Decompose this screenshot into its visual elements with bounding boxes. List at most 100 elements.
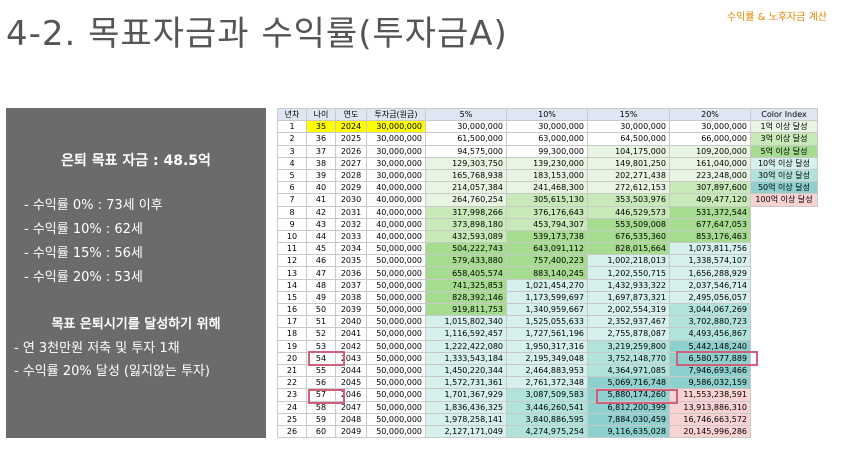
legend-empty-cell xyxy=(751,255,818,267)
table-row: 4 38 2027 30,000,000 129,303,750 139,230,000 1… xyxy=(277,156,818,170)
cell-principal: 50,000,000 xyxy=(366,339,426,353)
cell-age: 51 xyxy=(306,315,336,329)
cell-rate-5: 504,222,743 xyxy=(425,242,507,256)
cell-rate-20: 223,248,000 xyxy=(669,168,751,183)
cell-calendar-year: 2031 xyxy=(335,205,367,219)
cell-rate-20: 7,946,693,466 xyxy=(669,363,751,378)
cell-rate-5: 1,116,592,457 xyxy=(425,327,507,341)
cell-rate-10: 183,153,000 xyxy=(506,168,588,183)
cell-rate-20: 853,176,463 xyxy=(669,229,751,244)
page-subtitle: 수익률 & 노후자금 계산 xyxy=(726,12,827,23)
legend-empty-cell xyxy=(751,230,818,242)
legend-empty-cell xyxy=(751,316,818,328)
legend-empty-cell xyxy=(751,243,818,255)
table-row: 22 56 2045 50,000,000 1,572,731,361 2,761,372… xyxy=(277,376,818,390)
col-header-rate-20: 20% xyxy=(669,107,751,122)
col-header-calendar-year: 연도 xyxy=(335,107,367,122)
legend-empty-cell xyxy=(751,413,818,425)
cell-rate-5: 658,405,574 xyxy=(425,266,507,280)
cell-principal: 50,000,000 xyxy=(366,315,426,329)
cell-rate-20: 13,913,886,310 xyxy=(669,400,751,414)
table-row: 7 41 2030 40,000,000 264,760,254 305,615,130 3… xyxy=(277,193,818,207)
cell-rate-5: 1,450,220,344 xyxy=(425,363,507,378)
cell-calendar-year: 2030 xyxy=(335,193,367,207)
legend-empty-cell xyxy=(751,425,818,437)
cell-rate-20: 2,037,546,714 xyxy=(669,278,751,292)
cell-principal: 50,000,000 xyxy=(366,376,426,390)
table-row: 25 59 2048 50,000,000 1,978,258,141 3,840,886… xyxy=(277,412,818,426)
cell-rate-15: 3,219,259,800 xyxy=(587,339,670,353)
cell-year: 26 xyxy=(277,424,307,439)
cell-rate-15: 202,271,438 xyxy=(587,168,670,183)
cell-rate-5: 579,433,880 xyxy=(425,254,507,268)
cell-year: 9 xyxy=(277,217,307,231)
cell-rate-15: 353,503,976 xyxy=(587,193,670,207)
cell-rate-15: 2,352,937,467 xyxy=(587,315,670,329)
cell-rate-10: 1,525,055,633 xyxy=(506,315,588,329)
cell-rate-5: 317,998,266 xyxy=(425,205,507,219)
cell-calendar-year: 2036 xyxy=(335,266,367,280)
cell-principal: 40,000,000 xyxy=(366,229,426,244)
table-row: 20 54 2043 50,000,000 1,333,543,184 2,195,349… xyxy=(277,351,818,365)
cell-rate-10: 643,091,112 xyxy=(506,242,588,256)
cell-rate-10: 241,468,300 xyxy=(506,181,588,195)
table-row: 9 43 2032 40,000,000 373,898,180 453,794,307 5… xyxy=(277,217,818,231)
rate-line-0: - 수익률 0% : 73세 이후 xyxy=(24,198,163,213)
cell-rate-5: 1,015,802,340 xyxy=(425,315,507,329)
cell-calendar-year: 2027 xyxy=(335,156,367,170)
cell-year: 3 xyxy=(277,144,307,158)
cell-age: 49 xyxy=(306,290,336,305)
cell-rate-10: 1,950,317,316 xyxy=(506,339,588,353)
cell-rate-20: 307,897,600 xyxy=(669,181,751,195)
cell-principal: 50,000,000 xyxy=(366,327,426,341)
cell-rate-20: 16,746,663,572 xyxy=(669,412,751,426)
cell-rate-10: 376,176,643 xyxy=(506,205,588,219)
cell-rate-5: 30,000,000 xyxy=(425,120,507,134)
cell-rate-20: 109,200,000 xyxy=(669,144,751,158)
table-row: 18 52 2041 50,000,000 1,116,592,457 1,727,561… xyxy=(277,327,818,341)
table-row: 11 45 2034 50,000,000 504,222,743 643,091,112… xyxy=(277,242,818,256)
legend-empty-cell xyxy=(751,340,818,352)
table-row: 15 49 2038 50,000,000 828,392,146 1,173,599,6… xyxy=(277,290,818,305)
table-row: 19 53 2042 50,000,000 1,222,422,080 1,950,317… xyxy=(277,339,818,353)
cell-principal: 50,000,000 xyxy=(366,400,426,414)
cell-year: 21 xyxy=(277,363,307,378)
cell-principal: 50,000,000 xyxy=(366,388,426,402)
target-15pct-highlight-box xyxy=(596,389,678,404)
cell-principal: 50,000,000 xyxy=(366,290,426,305)
cell-age: 37 xyxy=(306,144,336,158)
cell-calendar-year: 2039 xyxy=(335,302,367,317)
cell-rate-15: 5,069,716,748 xyxy=(587,376,670,390)
cell-year: 2 xyxy=(277,132,307,146)
table-row: 5 39 2028 30,000,000 165,768,938 183,153,000 2… xyxy=(277,168,818,183)
cell-year: 13 xyxy=(277,266,307,280)
cell-year: 25 xyxy=(277,412,307,426)
legend-empty-cell xyxy=(751,267,818,279)
col-header-age: 나이 xyxy=(306,107,336,122)
cell-rate-5: 2,127,171,049 xyxy=(425,424,507,439)
table-row: 14 48 2037 50,000,000 741,325,853 1,021,454,2… xyxy=(277,278,818,292)
cell-principal: 50,000,000 xyxy=(366,254,426,268)
table-row: 17 51 2040 50,000,000 1,015,802,340 1,525,055… xyxy=(277,315,818,329)
legend-item: 50억 이상 달성 xyxy=(750,181,818,195)
cell-rate-5: 94,575,000 xyxy=(425,144,507,158)
cell-rate-15: 1,002,218,013 xyxy=(587,254,670,268)
table-row: 1 35 2024 30,000,000 30,000,000 30,000,000 30,… xyxy=(277,120,818,134)
cell-rate-20: 4,493,456,867 xyxy=(669,327,751,341)
cell-calendar-year: 2048 xyxy=(335,412,367,426)
cell-calendar-year: 2034 xyxy=(335,242,367,256)
cell-age: 36 xyxy=(306,132,336,146)
cell-age: 38 xyxy=(306,156,336,170)
cell-age: 45 xyxy=(306,242,336,256)
legend-empty-cell xyxy=(751,352,818,364)
cell-principal: 50,000,000 xyxy=(366,302,426,317)
cell-year: 6 xyxy=(277,181,307,195)
legend-empty-cell xyxy=(751,401,818,413)
cell-calendar-year: 2044 xyxy=(335,363,367,378)
cell-rate-5: 1,333,543,184 xyxy=(425,351,507,365)
cell-year: 16 xyxy=(277,302,307,317)
cell-rate-5: 432,593,089 xyxy=(425,229,507,244)
table-row: 26 60 2049 50,000,000 2,127,171,049 4,274,975… xyxy=(277,424,818,439)
legend-item: 100억 이상 달성 xyxy=(750,193,818,207)
cell-principal: 30,000,000 xyxy=(366,144,426,158)
